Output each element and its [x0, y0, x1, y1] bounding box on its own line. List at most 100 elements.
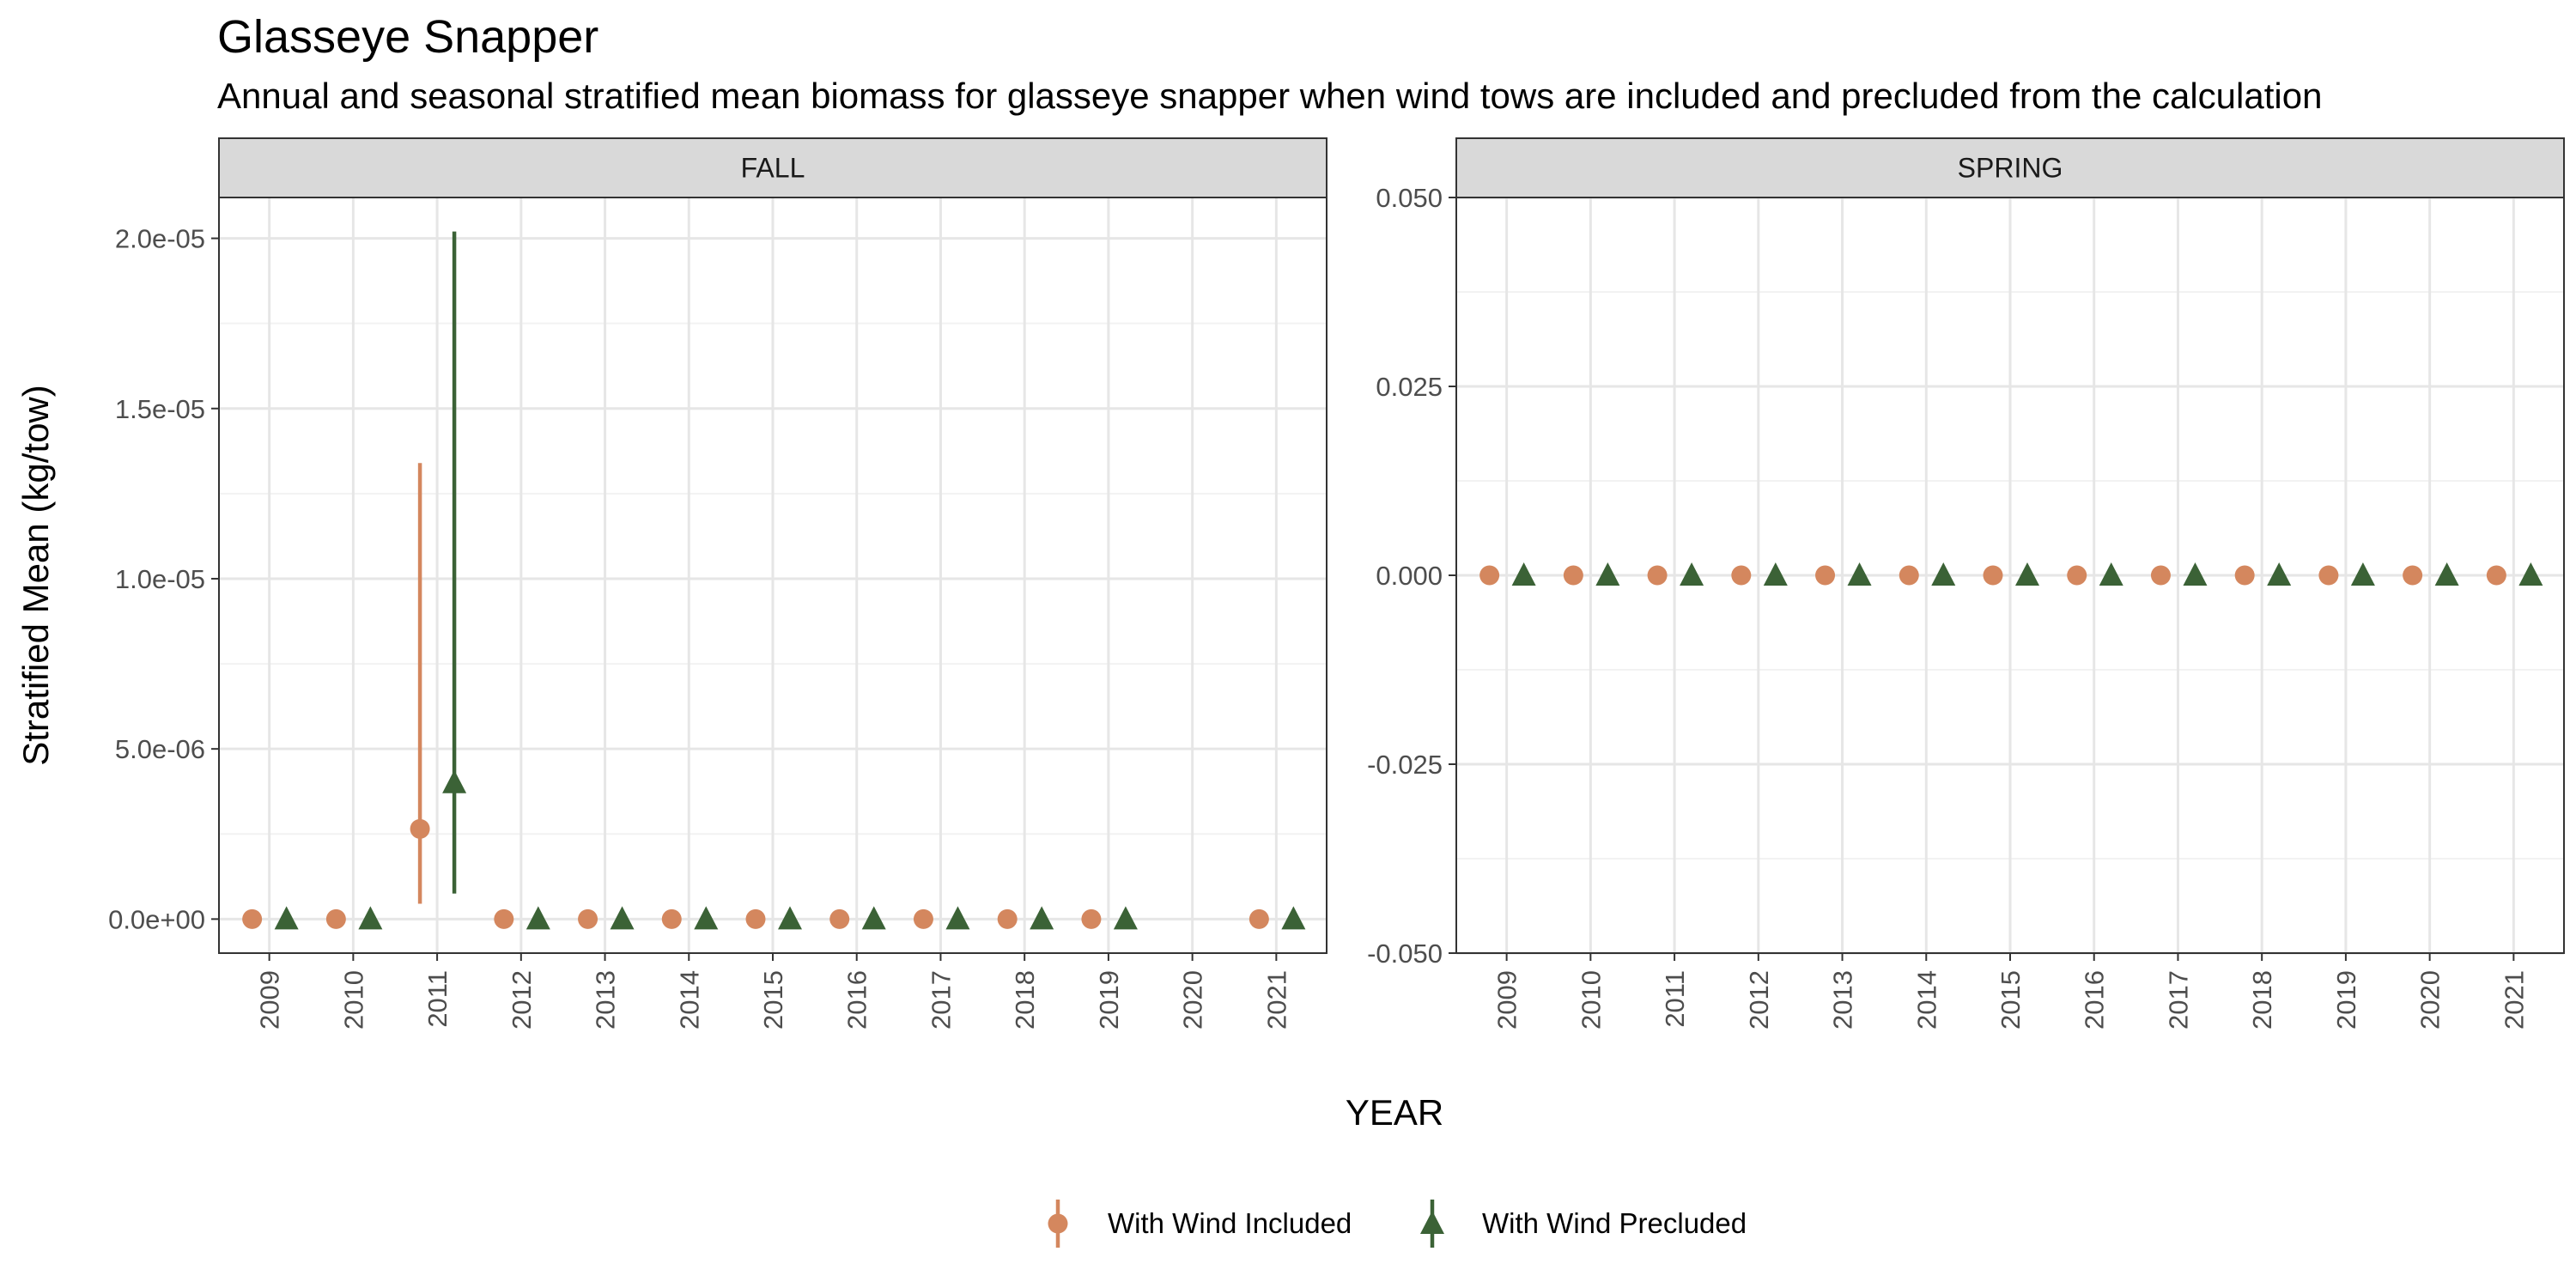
- data-point: [2234, 565, 2255, 586]
- data-point: [2350, 562, 2375, 586]
- x-tick-label: 2017: [926, 970, 956, 1030]
- chart-subtitle: Annual and seasonal stratified mean biom…: [217, 76, 2323, 116]
- data-point: [494, 908, 514, 929]
- data-point: [610, 906, 635, 930]
- data-point: [913, 908, 933, 929]
- data-point: [1763, 562, 1788, 586]
- data-point: [1983, 565, 2003, 586]
- data-point: [861, 906, 886, 930]
- data-point: [661, 908, 682, 929]
- legend-label: With Wind Precluded: [1482, 1207, 1747, 1239]
- data-point: [410, 818, 430, 839]
- facet-strip: [218, 137, 1327, 198]
- y-tick-label: 0.0e+00: [108, 904, 205, 934]
- facet-strip: [1455, 137, 2565, 198]
- x-tick-label: 2012: [507, 970, 537, 1030]
- data-point: [1030, 906, 1054, 930]
- panel-fall: FALL 0.0e+00 5.0e-06 1.0e-05 1.5e-05 2.0e-05 2…: [108, 137, 1327, 1030]
- y-tick-label: 1.0e-05: [115, 564, 205, 594]
- data-point: [1479, 565, 1500, 586]
- legend-label: With Wind Included: [1108, 1207, 1352, 1239]
- data-point: [1281, 906, 1306, 930]
- data-point: [1680, 562, 1704, 586]
- x-tick-label: 2011: [1660, 970, 1690, 1028]
- data-point: [442, 769, 467, 793]
- x-tick-label: 2014: [1911, 970, 1941, 1030]
- x-tick-label: 2018: [1010, 970, 1040, 1030]
- x-tick-label: 2016: [842, 970, 872, 1030]
- x-tick-label: 2014: [674, 970, 704, 1030]
- data-point: [2067, 565, 2087, 586]
- y-tick-label: 5.0e-06: [115, 734, 205, 764]
- legend-item: With Wind Included: [1048, 1200, 1352, 1248]
- data-point: [1511, 562, 1536, 586]
- x-tick-label: 2013: [591, 970, 621, 1030]
- data-point: [2150, 565, 2171, 586]
- x-tick-label: 2020: [2415, 970, 2445, 1030]
- data-point: [2183, 562, 2208, 586]
- x-tick-label: 2015: [758, 970, 788, 1030]
- data-point: [2486, 565, 2506, 586]
- data-point: [2318, 565, 2339, 586]
- data-point: [1899, 565, 1919, 586]
- legend-key-circle: [1048, 1213, 1068, 1234]
- x-tick-label: 2019: [2331, 970, 2361, 1030]
- panel-spring: SPRING -0.050 -0.025 0.000 0.025 0.050 2009 201…: [1367, 137, 2565, 1030]
- data-point: [526, 906, 550, 930]
- data-point: [274, 906, 299, 930]
- data-point: [578, 908, 598, 929]
- data-point: [745, 908, 766, 929]
- data-point: [2015, 562, 2039, 586]
- y-tick-label: -0.025: [1367, 750, 1443, 780]
- data-point: [945, 906, 970, 930]
- x-tick-label: 2011: [422, 970, 453, 1028]
- data-point: [1563, 565, 1583, 586]
- data-point: [242, 908, 263, 929]
- x-tick-label: 2010: [1576, 970, 1606, 1030]
- x-tick-label: 2016: [2080, 970, 2110, 1030]
- facet-label: FALL: [741, 153, 805, 184]
- x-tick-label: 2020: [1178, 970, 1208, 1030]
- x-tick-label: 2010: [338, 970, 368, 1030]
- data-point: [829, 908, 850, 929]
- x-axis-title: YEAR: [1346, 1092, 1443, 1133]
- data-point: [694, 906, 719, 930]
- data-point: [2403, 565, 2423, 586]
- y-tick-label: 0.000: [1376, 561, 1443, 591]
- x-tick-label: 2021: [2499, 970, 2529, 1030]
- data-point: [1847, 562, 1872, 586]
- data-point: [2434, 562, 2459, 586]
- legend-item: With Wind Precluded: [1420, 1200, 1747, 1248]
- x-tick-label: 2012: [1744, 970, 1774, 1030]
- x-tick-label: 2009: [255, 970, 285, 1030]
- data-point: [1595, 562, 1620, 586]
- y-tick-label: 2.0e-05: [115, 224, 205, 254]
- data-point: [1081, 908, 1102, 929]
- x-tick-label: 2018: [2247, 970, 2277, 1030]
- data-point: [1815, 565, 1836, 586]
- data-point: [358, 906, 383, 930]
- legend-key-triangle: [1420, 1211, 1444, 1234]
- y-tick-label: 0.050: [1376, 183, 1443, 213]
- data-point: [2267, 562, 2292, 586]
- data-point: [1647, 565, 1668, 586]
- data-point: [997, 908, 1018, 929]
- data-point: [1731, 565, 1752, 586]
- data-point: [1931, 562, 1956, 586]
- y-tick-label: 1.5e-05: [115, 394, 205, 424]
- x-tick-label: 2021: [1261, 970, 1291, 1030]
- y-tick-label: -0.050: [1367, 939, 1443, 969]
- data-point: [1113, 906, 1138, 930]
- x-tick-label: 2015: [1996, 970, 2026, 1030]
- y-tick-label: 0.025: [1376, 372, 1443, 402]
- x-tick-label: 2019: [1094, 970, 1124, 1030]
- x-tick-label: 2009: [1492, 970, 1522, 1030]
- y-axis-title: Stratified Mean (kg/tow): [15, 385, 56, 766]
- x-tick-label: 2013: [1828, 970, 1858, 1030]
- data-point: [325, 908, 346, 929]
- chart-title: Glasseye Snapper: [217, 11, 599, 63]
- data-point: [778, 906, 802, 930]
- x-tick-label: 2017: [2163, 970, 2193, 1030]
